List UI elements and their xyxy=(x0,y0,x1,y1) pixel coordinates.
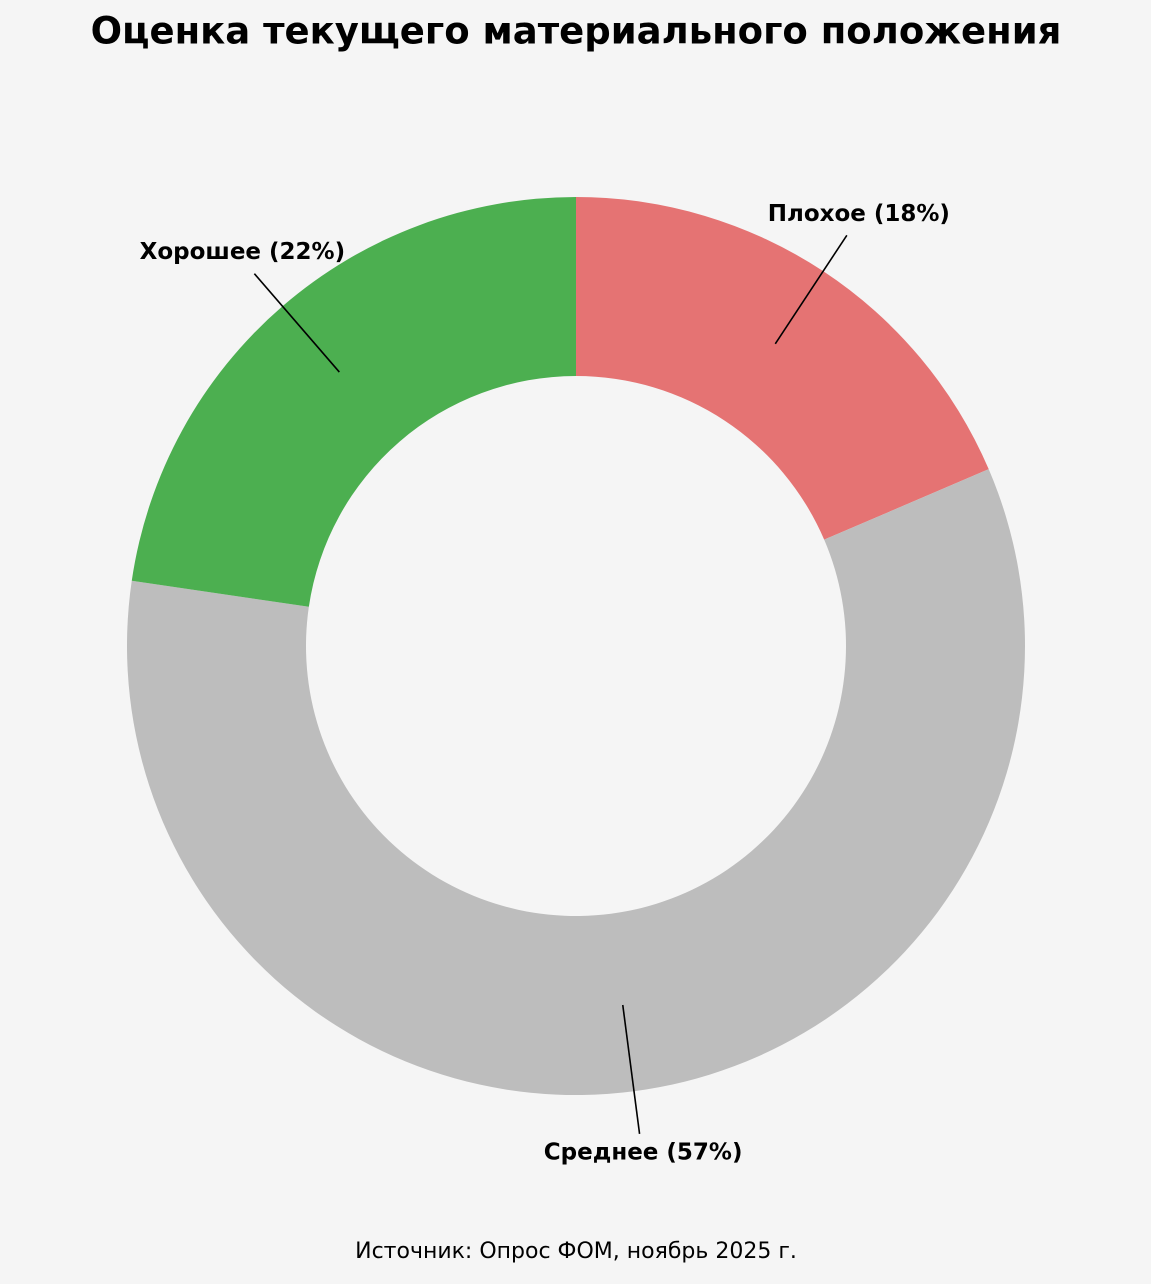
leader-line xyxy=(253,273,340,373)
leader-line xyxy=(621,1004,641,1134)
data-label: Среднее (57%) xyxy=(544,1139,743,1165)
donut-segment xyxy=(131,197,576,607)
donut-segment xyxy=(576,197,989,540)
data-label: Плохое (18%) xyxy=(768,201,950,227)
donut-segment xyxy=(127,469,1025,1095)
data-label: Хорошее (22%) xyxy=(140,239,346,265)
leader-line xyxy=(774,234,848,345)
chart-title: Оценка текущего материального положения xyxy=(91,10,1062,53)
source-note: Источник: Опрос ФОМ, ноябрь 2025 г. xyxy=(355,1239,797,1264)
